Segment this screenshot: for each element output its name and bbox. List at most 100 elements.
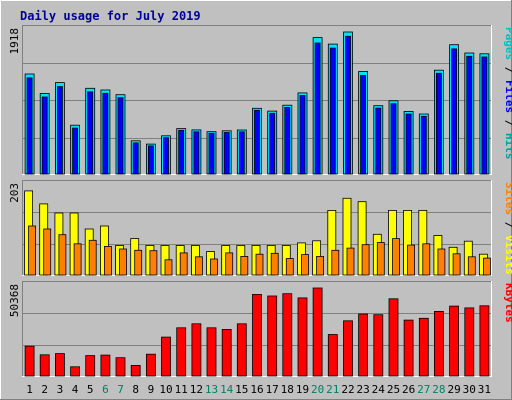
hits-files-bar-day-22 xyxy=(345,35,351,175)
kbytes-kbytes-bar-day-10 xyxy=(161,336,171,377)
visits-legend-part-0: Sites xyxy=(503,182,512,215)
x-axis-label-day-15: 15 xyxy=(235,383,248,396)
hits-files-bar-day-8 xyxy=(132,142,139,175)
x-axis-label-day-3: 3 xyxy=(57,383,64,396)
visits-sites-bar-day-21 xyxy=(331,249,340,276)
visits-sites-bar-day-11 xyxy=(179,252,188,276)
hits-files-bar-day-21 xyxy=(329,47,336,175)
hits-legend-part-4: Hits xyxy=(503,133,512,160)
hits-files-bar-day-31 xyxy=(481,56,488,175)
kbytes-max-label: 50368 xyxy=(8,284,21,317)
x-axis-label-day-26: 26 xyxy=(402,383,415,396)
visits-sites-bar-day-26 xyxy=(407,244,416,276)
visits-panel: 203 Sites / Visits xyxy=(8,180,512,276)
hits-files-bar-day-19 xyxy=(299,95,306,175)
hits-files-bar-day-10 xyxy=(163,137,169,175)
visits-sites-bar-day-9 xyxy=(149,250,158,276)
kbytes-panel: 50368 KBytes xyxy=(8,281,512,377)
hits-max-label: 1918 xyxy=(8,28,21,55)
x-axis-label-day-16: 16 xyxy=(250,383,263,396)
visits-sites-bar-day-31 xyxy=(482,257,491,276)
hits-files-bar-day-29 xyxy=(451,48,458,175)
hits-files-bar-day-16 xyxy=(254,109,260,175)
kbytes-kbytes-bar-day-1 xyxy=(24,345,35,377)
hits-files-bar-day-2 xyxy=(41,96,48,175)
hits-files-bar-day-5 xyxy=(87,91,94,175)
kbytes-kbytes-bar-day-8 xyxy=(130,364,141,377)
visits-sites-bar-day-5 xyxy=(88,239,97,276)
visits-sites-bar-day-1 xyxy=(28,225,37,276)
x-axis-label-day-31: 31 xyxy=(478,383,491,396)
hits-files-bar-day-15 xyxy=(238,131,245,175)
visits-sites-bar-day-18 xyxy=(285,258,294,276)
hits-files-bar-day-7 xyxy=(117,97,124,175)
kbytes-kbytes-bar-day-28 xyxy=(433,310,444,377)
visits-sites-bar-day-28 xyxy=(437,248,446,276)
x-axis-label-day-14: 14 xyxy=(220,383,234,396)
hits-legend-part-2: Files xyxy=(503,80,512,113)
x-axis-label-day-19: 19 xyxy=(296,383,309,396)
kbytes-kbytes-bar-day-6 xyxy=(100,354,111,377)
visits-sites-bar-day-14 xyxy=(225,252,234,276)
visits-max-label: 203 xyxy=(8,183,21,203)
kbytes-kbytes-bar-day-14 xyxy=(221,328,232,377)
x-axis-label-day-13: 13 xyxy=(205,383,218,396)
visits-sites-bar-day-30 xyxy=(467,256,476,276)
x-axis-labels: 1 2 3 4 5 6 7 8 9 10 11 12 13 14 15 16 17 18 19 20 21 22 23 24 2… xyxy=(26,383,491,396)
x-axis-label-day-7: 7 xyxy=(117,383,124,396)
kbytes-kbytes-bar-day-18 xyxy=(282,293,293,377)
hits-panel: 1918 Pages / Files / Hits xyxy=(8,25,512,175)
hits-legend: Pages / Files / Hits xyxy=(503,27,512,160)
kbytes-kbytes-bar-day-20 xyxy=(312,287,323,377)
x-axis-label-day-2: 2 xyxy=(41,383,48,396)
x-axis-label-day-17: 17 xyxy=(266,383,279,396)
hits-legend-part-3: / xyxy=(503,113,512,133)
visits-legend: Sites / Visits xyxy=(503,182,512,275)
chart-panels: 1918 Pages / Files / Hits 203 Sites / Visit… xyxy=(8,25,512,377)
x-axis-label-day-27: 27 xyxy=(417,383,430,396)
x-axis-label-day-25: 25 xyxy=(387,383,400,396)
visits-sites-bar-day-24 xyxy=(376,242,385,276)
x-axis-label-day-9: 9 xyxy=(148,383,155,396)
x-axis-label-day-4: 4 xyxy=(72,383,79,396)
x-axis-label-day-20: 20 xyxy=(311,383,324,396)
kbytes-kbytes-bar-day-7 xyxy=(115,357,126,377)
x-axis-label-day-18: 18 xyxy=(281,383,294,396)
x-axis-label-day-28: 28 xyxy=(432,383,445,396)
x-axis-label-day-30: 30 xyxy=(463,383,476,396)
hits-files-bar-day-4 xyxy=(72,127,78,175)
kbytes-kbytes-bar-day-17 xyxy=(267,295,278,377)
visits-legend-part-1: / xyxy=(503,215,512,235)
visits-sites-bar-day-29 xyxy=(452,253,461,276)
x-axis-label-day-24: 24 xyxy=(372,383,386,396)
hits-files-bar-day-11 xyxy=(178,129,185,175)
hits-files-bar-day-12 xyxy=(193,131,200,175)
visits-sites-bar-day-20 xyxy=(316,255,325,276)
kbytes-kbytes-bar-day-15 xyxy=(236,323,247,377)
hits-files-bar-day-6 xyxy=(102,92,109,175)
x-axis-label-day-12: 12 xyxy=(190,383,203,396)
kbytes-kbytes-bar-day-2 xyxy=(39,354,50,377)
kbytes-kbytes-bar-day-21 xyxy=(327,334,338,377)
visits-sites-bar-day-19 xyxy=(301,254,309,276)
kbytes-kbytes-bar-day-11 xyxy=(176,327,187,377)
hits-files-bar-day-18 xyxy=(284,107,291,175)
chart-title: Daily usage for July 2019 xyxy=(20,9,201,23)
visits-sites-bar-day-4 xyxy=(73,243,82,276)
hits-files-bar-day-30 xyxy=(466,55,473,175)
visits-sites-bar-day-15 xyxy=(240,255,249,276)
hits-files-bar-day-20 xyxy=(314,42,321,175)
x-axis-label-day-6: 6 xyxy=(102,383,109,396)
visits-sites-bar-day-12 xyxy=(194,256,203,276)
kbytes-kbytes-bar-day-31 xyxy=(479,305,490,377)
hits-files-bar-day-17 xyxy=(269,112,276,175)
kbytes-kbytes-bar-day-24 xyxy=(373,314,384,377)
kbytes-kbytes-bar-day-3 xyxy=(55,353,65,377)
hits-files-bar-day-23 xyxy=(360,75,367,175)
visits-sites-bar-day-10 xyxy=(164,259,173,276)
hits-files-bar-day-27 xyxy=(420,115,427,175)
hits-files-bar-day-25 xyxy=(390,103,397,175)
visits-sites-bar-day-7 xyxy=(119,248,127,276)
hits-files-bar-day-1 xyxy=(26,77,33,175)
